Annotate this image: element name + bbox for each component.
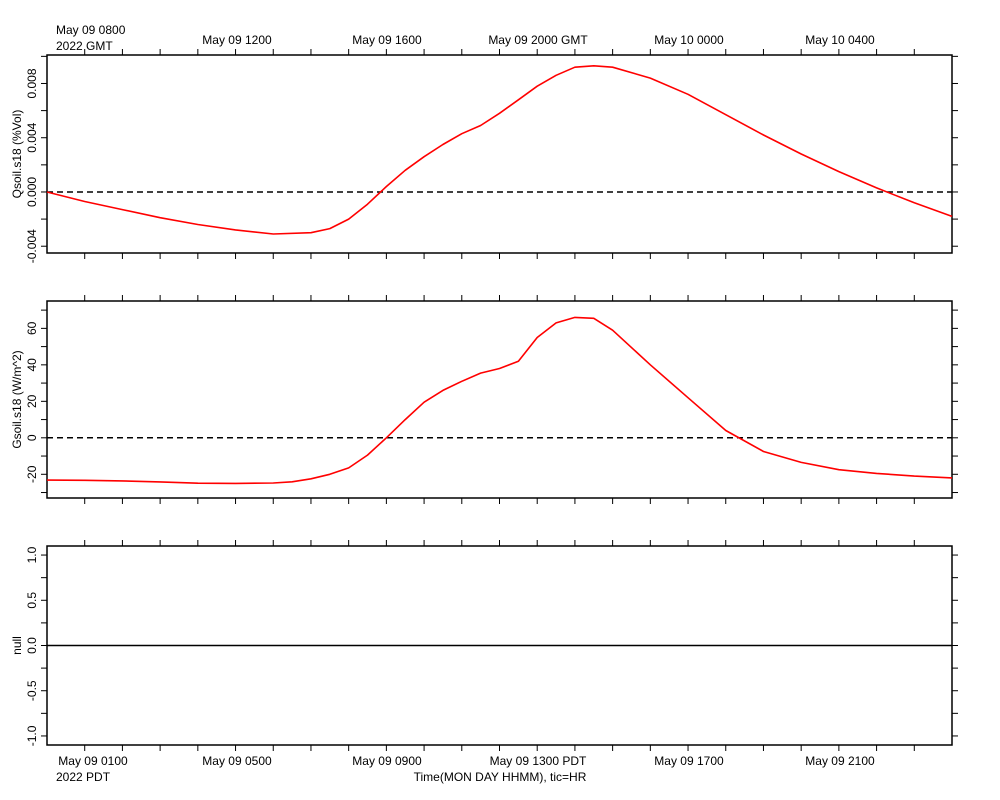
y-tick-label: 0.008 — [25, 68, 39, 98]
bottom-axis-label: May 09 2100 — [805, 754, 875, 768]
y-tick-label: 20 — [25, 394, 39, 408]
bottom-axis-first-sublabel: 2022 PDT — [56, 770, 111, 784]
x-axis-title: Time(MON DAY HHMM), tic=HR — [414, 770, 587, 784]
bottom-axis-label: May 09 1700 — [654, 754, 724, 768]
y-tick-label: -0.004 — [25, 229, 39, 263]
top-axis-label: May 09 2000 GMT — [488, 33, 588, 47]
top-axis-label: May 10 0000 — [654, 33, 724, 47]
y-tick-label: 0.5 — [25, 592, 39, 609]
y-tick-label: 0.0 — [25, 637, 39, 654]
y-tick-label: 60 — [25, 321, 39, 335]
bottom-axis-label: May 09 0500 — [202, 754, 272, 768]
top-axis-first-label: May 09 0800 — [56, 23, 126, 37]
top-axis-first-sublabel: 2022 GMT — [56, 39, 113, 53]
top-axis-label: May 10 0400 — [805, 33, 875, 47]
series-line — [46, 316, 953, 485]
y-axis-title: Qsoil.s18 (%Vol) — [10, 110, 24, 199]
y-axis-title: Gsoil.s18 (W/m^2) — [10, 350, 24, 448]
y-tick-label: 0.004 — [25, 122, 39, 152]
y-tick-label: 0 — [25, 434, 39, 441]
bottom-axis-label: May 09 0900 — [352, 754, 422, 768]
null-panel: -1.0 -0.5 0.0 0.5 1.0 null — [10, 540, 958, 751]
y-tick-label: -0.5 — [25, 680, 39, 701]
bottom-axis-label: May 09 1300 PDT — [490, 754, 587, 768]
y-tick-label: -20 — [25, 465, 39, 483]
y-tick-label: -1.0 — [25, 725, 39, 746]
top-axis-label: May 09 1600 — [352, 33, 422, 47]
y-tick-label: 0.000 — [25, 177, 39, 207]
plot-frame — [46, 54, 953, 254]
plot-frame — [46, 300, 953, 499]
series-line — [46, 65, 953, 235]
bottom-axis-first-label: May 09 0100 — [58, 754, 128, 768]
y-axis-title: null — [10, 636, 24, 655]
top-axis-label: May 09 1200 — [202, 33, 272, 47]
y-tick-label: 40 — [25, 358, 39, 372]
y-tick-label: 1.0 — [25, 546, 39, 563]
gsoil-panel: -20 0 20 40 60 Gsoil.s18 (W/m^2) — [10, 295, 958, 504]
